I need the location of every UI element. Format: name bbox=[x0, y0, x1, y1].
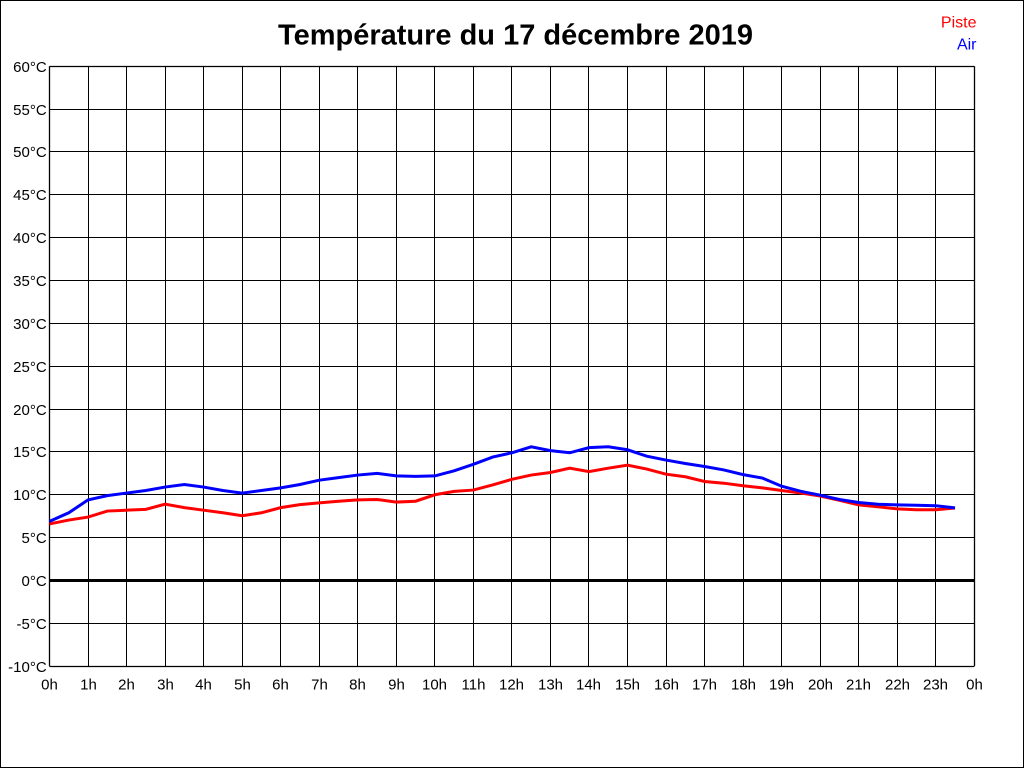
chart-title: Température du 17 décembre 2019 bbox=[278, 19, 753, 51]
y-tick-label-6: 30°C bbox=[13, 316, 47, 333]
x-tick-label-2: 2h bbox=[118, 677, 135, 694]
x-tick-label-24: 0h bbox=[966, 677, 983, 694]
x-tick-label-21: 21h bbox=[846, 677, 871, 694]
y-tick-label-14: -10°C bbox=[8, 659, 47, 676]
x-tick-label-19: 19h bbox=[769, 677, 794, 694]
y-tick-label-3: 45°C bbox=[13, 187, 47, 204]
series-piste-line bbox=[49, 463, 956, 526]
x-tick-label-12: 12h bbox=[499, 677, 524, 694]
legend-label-air: Air bbox=[957, 37, 977, 54]
x-tick-label-6: 6h bbox=[272, 677, 289, 694]
x-tick-label-16: 16h bbox=[654, 677, 679, 694]
x-tick-label-0: 0h bbox=[41, 677, 58, 694]
y-tick-label-1: 55°C bbox=[13, 102, 47, 119]
x-tick-label-20: 20h bbox=[808, 677, 833, 694]
y-tick-label-0: 60°C bbox=[13, 59, 47, 76]
y-tick-label-9: 15°C bbox=[13, 444, 47, 461]
x-tick-label-3: 3h bbox=[157, 677, 174, 694]
axis-labels-layer: 0h 1h 2h 3h 4h 5h 6h 7h 8h 9h 10h 11h 12h 13h 14h 15h 16… bbox=[8, 59, 983, 694]
x-tick-label-15: 15h bbox=[615, 677, 640, 694]
series-layer bbox=[48, 445, 956, 526]
x-tick-label-1: 1h bbox=[80, 677, 97, 694]
x-tick-label-9: 9h bbox=[388, 677, 405, 694]
x-tick-label-11: 11h bbox=[462, 677, 486, 694]
x-tick-label-10: 10h bbox=[422, 677, 447, 694]
y-tick-label-2: 50°C bbox=[13, 144, 47, 161]
x-tick-label-18: 18h bbox=[731, 677, 756, 694]
y-tick-label-8: 20°C bbox=[13, 402, 47, 419]
y-tick-label-4: 40°C bbox=[13, 230, 47, 247]
y-tick-label-10: 10°C bbox=[13, 487, 47, 504]
y-tick-label-5: 35°C bbox=[13, 273, 47, 290]
x-tick-label-14: 14h bbox=[576, 677, 601, 694]
x-tick-label-23: 23h bbox=[923, 677, 948, 694]
y-tick-label-11: 5°C bbox=[22, 530, 47, 547]
x-tick-label-7: 7h bbox=[311, 677, 328, 694]
legend-label-piste: Piste bbox=[941, 15, 977, 32]
x-tick-label-8: 8h bbox=[349, 677, 366, 694]
x-tick-label-5: 5h bbox=[234, 677, 251, 694]
y-tick-label-13: -5°C bbox=[17, 616, 47, 633]
x-tick-label-22: 22h bbox=[885, 677, 910, 694]
x-tick-label-13: 13h bbox=[538, 677, 563, 694]
x-tick-label-17: 17h bbox=[692, 677, 717, 694]
y-tick-label-7: 25°C bbox=[13, 359, 47, 376]
x-tick-label-4: 4h bbox=[195, 677, 212, 694]
grid-layer bbox=[48, 65, 976, 668]
series-air-line bbox=[48, 445, 956, 523]
y-tick-label-12: 0°C bbox=[22, 573, 47, 590]
legend: Piste Air bbox=[941, 15, 977, 54]
